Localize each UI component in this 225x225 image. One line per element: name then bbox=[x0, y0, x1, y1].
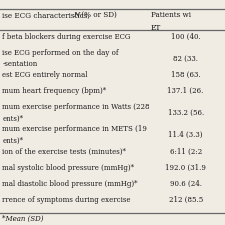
Text: 6:11 (2:2: 6:11 (2:2 bbox=[169, 147, 202, 155]
Text: *Mean (SD): *Mean (SD) bbox=[2, 215, 44, 223]
Text: mal systolic blood pressure (mmHg)*: mal systolic blood pressure (mmHg)* bbox=[2, 164, 134, 172]
Text: 137.1 (26.: 137.1 (26. bbox=[167, 87, 204, 95]
Text: ents)*: ents)* bbox=[2, 115, 23, 123]
Text: 133.2 (56.: 133.2 (56. bbox=[167, 109, 204, 117]
Text: mal diastolic blood pressure (mmHg)*: mal diastolic blood pressure (mmHg)* bbox=[2, 180, 138, 188]
Text: 90.6 (24.: 90.6 (24. bbox=[170, 180, 202, 188]
Text: ion of the exercise tests (minutes)*: ion of the exercise tests (minutes)* bbox=[2, 147, 126, 155]
Text: mum heart frequency (bpm)*: mum heart frequency (bpm)* bbox=[2, 87, 106, 95]
Text: rrence of symptoms during exercise: rrence of symptoms during exercise bbox=[2, 196, 131, 204]
Text: mum exercise performance in Watts (228: mum exercise performance in Watts (228 bbox=[2, 103, 150, 111]
Text: ise ECG performed on the day of: ise ECG performed on the day of bbox=[2, 49, 119, 57]
Text: 158 (63.: 158 (63. bbox=[171, 71, 200, 79]
Text: mum exercise performance in METS (19: mum exercise performance in METS (19 bbox=[2, 125, 147, 133]
Text: N: N bbox=[73, 11, 79, 19]
Text: 212 (85.5: 212 (85.5 bbox=[169, 196, 203, 204]
Text: 11.4 (3.3): 11.4 (3.3) bbox=[168, 131, 203, 139]
Text: ise ECG characteristics,: ise ECG characteristics, bbox=[2, 11, 92, 19]
Text: (% or SD): (% or SD) bbox=[79, 11, 117, 19]
Text: 192.0 (31.9: 192.0 (31.9 bbox=[165, 164, 206, 172]
Text: Patients wi: Patients wi bbox=[151, 11, 191, 19]
Text: ET: ET bbox=[151, 24, 161, 32]
Text: f beta blockers during exercise ECG: f beta blockers during exercise ECG bbox=[2, 33, 131, 41]
Text: ents)*: ents)* bbox=[2, 137, 23, 145]
Text: 100 (40.: 100 (40. bbox=[171, 33, 200, 41]
Text: est ECG entirely normal: est ECG entirely normal bbox=[2, 71, 88, 79]
Text: 82 (33.: 82 (33. bbox=[173, 55, 198, 63]
Text: -sentation: -sentation bbox=[2, 61, 38, 68]
